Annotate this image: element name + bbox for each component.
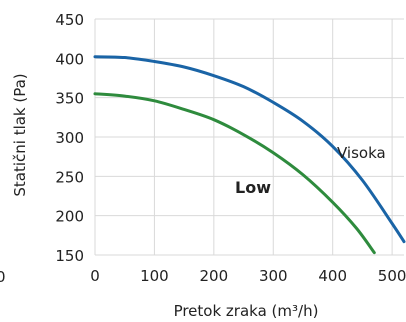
y-tick-label: 150 [55,247,84,265]
y-tick-label: 450 [55,11,84,29]
series-lines [93,55,406,255]
y-tick-label: 250 [55,168,84,186]
x-tick-label: 0 [90,267,100,285]
y-tick-label: 200 [55,208,84,226]
series-label-low: Low [235,178,271,197]
left-edge-fragment: 0 [0,268,6,286]
x-tick-label: 300 [259,267,288,285]
series-line-low [93,92,376,255]
grid [94,18,404,256]
series-line-visoka [93,55,406,244]
x-tick-label: 200 [200,267,229,285]
tick-labels: 150 200 250 300 350 400 450 0 100 200 300 400 500 [55,11,406,285]
y-axis-title: Statični tlak (Pa) [11,73,29,196]
y-tick-label: 300 [55,129,84,147]
x-tick-label: 500 [378,267,406,285]
y-tick-label: 350 [55,90,84,108]
series-label-visoka: Visoka [337,144,386,162]
x-tick-label: 100 [140,267,169,285]
x-axis-title: Pretok zraka (m³/h) [174,302,319,320]
y-tick-label: 400 [55,50,84,68]
x-tick-label: 400 [318,267,347,285]
